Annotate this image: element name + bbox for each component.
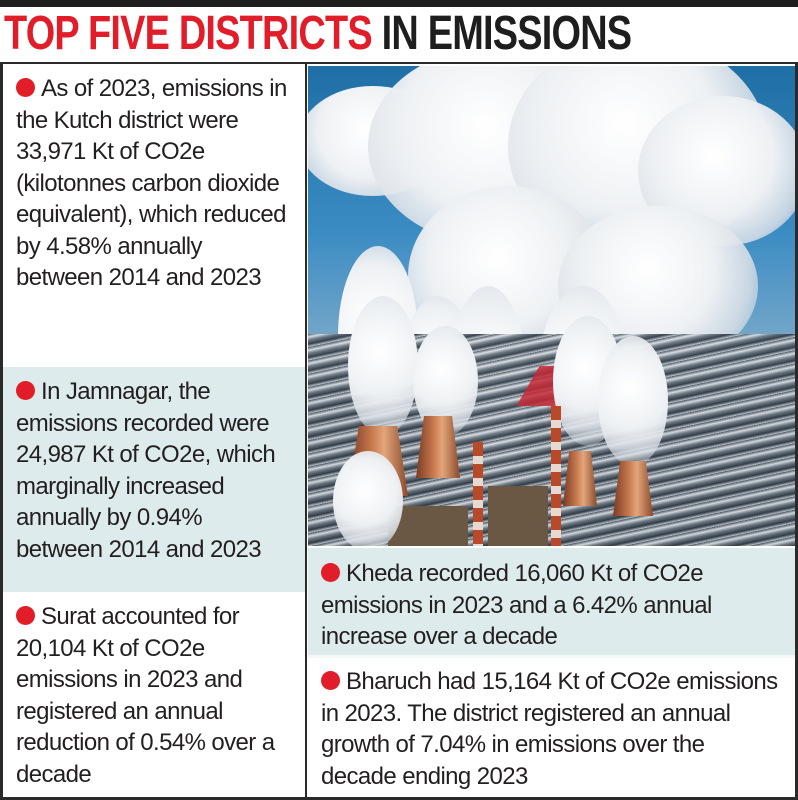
divider bbox=[3, 356, 305, 367]
red-bullet-icon bbox=[16, 606, 35, 625]
district-card-bharuch: Bharuch had 15,164 Kt of CO2e emissions … bbox=[308, 658, 795, 799]
district-card-kheda: Kheda recorded 16,060 Kt of CO2e emissio… bbox=[308, 548, 795, 655]
cooling-tower bbox=[563, 451, 597, 506]
district-card-jamnagar: In Jamnagar, the emissions recorded were… bbox=[3, 367, 305, 592]
district-text: Kheda recorded 16,060 Kt of CO2e emissio… bbox=[321, 560, 712, 650]
headline: TOP FIVE DISTRICTS IN EMISSIONS bbox=[4, 7, 632, 60]
red-bullet-icon bbox=[321, 563, 340, 582]
district-card-kutch: As of 2023, emissions in the Kutch distr… bbox=[3, 64, 305, 356]
power-plant-photo bbox=[308, 66, 795, 546]
red-bullet-icon bbox=[16, 381, 35, 400]
district-text: Surat accounted for 20,104 Kt of CO2e em… bbox=[16, 603, 275, 788]
district-text: Bharuch had 15,164 Kt of CO2e emissions … bbox=[321, 668, 778, 790]
divider bbox=[308, 655, 795, 658]
cooling-tower bbox=[613, 461, 653, 516]
vertical-divider bbox=[305, 64, 307, 799]
red-bullet-icon bbox=[16, 78, 35, 97]
cooling-tower bbox=[416, 416, 460, 478]
district-text: As of 2023, emissions in the Kutch distr… bbox=[16, 75, 287, 291]
headline-black-part: IN EMISSIONS bbox=[381, 7, 632, 60]
red-bullet-icon bbox=[321, 671, 340, 690]
headline-red-part: TOP FIVE DISTRICTS bbox=[4, 7, 373, 60]
district-card-surat: Surat accounted for 20,104 Kt of CO2e em… bbox=[3, 592, 305, 799]
infographic-frame: As of 2023, emissions in the Kutch distr… bbox=[0, 62, 798, 800]
chimney bbox=[551, 406, 561, 546]
district-text: In Jamnagar, the emissions recorded were… bbox=[16, 378, 276, 563]
chimney bbox=[473, 442, 483, 546]
top-rule bbox=[0, 0, 798, 7]
